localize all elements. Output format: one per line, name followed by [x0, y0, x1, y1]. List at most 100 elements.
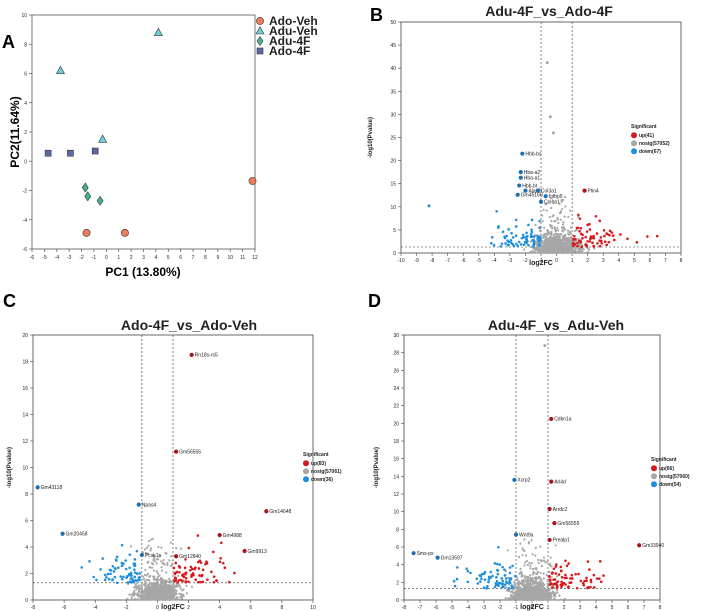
down-point: [508, 566, 512, 569]
nosig-point: [146, 578, 149, 582]
y-tick-label: 10: [393, 510, 399, 516]
nosig-point: [533, 595, 536, 598]
nosig-point: [185, 592, 188, 595]
up-point: [586, 240, 589, 243]
nosig-point: [165, 589, 168, 593]
x-tick-label: 6: [648, 258, 651, 264]
nosig-point: [519, 594, 522, 598]
plot-frame: [31, 14, 256, 250]
nosig-point: [556, 237, 559, 240]
nosig-point: [553, 238, 556, 241]
up-point: [568, 581, 571, 584]
legend-label: down(54): [659, 482, 681, 488]
nosig-point: [130, 596, 133, 599]
x-tick-label: 1: [571, 258, 574, 264]
y-tick-label: 0: [393, 251, 396, 257]
down-point: [495, 562, 499, 566]
x-tick-label: -2: [498, 605, 503, 611]
down-point: [88, 559, 91, 563]
panel-b-volcano-plot: B Adu-4F_vs_Ado-4F -10 -9 -8 -7 -6 -5 -4 -3 -2 -1…: [368, 3, 683, 267]
nosig-point: [571, 222, 574, 225]
nosig-point: [147, 544, 150, 547]
down-point: [101, 557, 105, 560]
nosig-point: [563, 228, 567, 231]
up-point: [635, 240, 639, 244]
nosig-point: [520, 572, 523, 576]
up-point: [210, 570, 213, 574]
up-point: [602, 574, 605, 577]
x-tick-label: 6: [249, 605, 252, 611]
nosig-point: [179, 547, 183, 550]
nosig-point: [148, 598, 151, 601]
down-point: [113, 575, 117, 579]
nosig-point: [562, 230, 565, 233]
up-point: [585, 579, 588, 583]
nosig-point: [564, 234, 567, 237]
nosig-point: [526, 590, 529, 593]
up-point: [178, 566, 182, 569]
up-point: [575, 226, 579, 230]
labeled-gene-point: [174, 554, 179, 559]
y-tick-label: 14: [22, 413, 28, 419]
down-point: [482, 586, 486, 590]
up-point: [199, 561, 203, 564]
nosig-point: [533, 586, 537, 589]
x-tick-label: 6: [627, 605, 630, 611]
nosig-point: [573, 229, 577, 233]
x-tick-label: 12: [252, 255, 258, 261]
nosig-point: [539, 233, 542, 236]
nosig-point: [544, 237, 547, 240]
nosig-point: [513, 597, 516, 600]
nosig-point: [550, 227, 554, 230]
nosig-point: [156, 577, 159, 580]
down-point: [456, 566, 459, 569]
nosig-point: [175, 589, 178, 592]
nosig-point: [535, 573, 538, 576]
down-point: [507, 582, 511, 585]
nosig-point: [537, 250, 540, 253]
up-point: [588, 568, 591, 571]
pca-point-adu-4f: [81, 182, 89, 193]
nosig-point: [550, 224, 553, 228]
x-axis-label: log2FC: [529, 260, 553, 267]
nosig-point: [530, 539, 533, 542]
y-tick-label: 4: [396, 563, 399, 569]
down-point: [465, 567, 468, 570]
y-tick-label: 6: [24, 72, 27, 78]
nosig-point: [160, 566, 163, 569]
nosig-point: [171, 559, 175, 562]
labeled-gene-point: [547, 506, 552, 512]
labeled-gene-point: [515, 192, 520, 197]
labeled-gene-point: [523, 188, 528, 193]
nosig-point: [148, 587, 151, 590]
nosig-point: [550, 576, 553, 579]
y-tick-label: 26: [393, 368, 399, 374]
nosig-point: [155, 570, 159, 573]
down-point: [128, 553, 132, 556]
up-point: [576, 244, 579, 248]
nosig-point: [555, 589, 559, 592]
nosig-point: [515, 576, 519, 579]
nosig-point: [537, 561, 540, 564]
down-point: [501, 230, 505, 234]
nosig-point: [543, 239, 547, 242]
legend-marker: [303, 460, 309, 467]
y-tick-label: 10: [22, 466, 28, 472]
nosig-point: [130, 598, 133, 601]
nosig-point: [552, 598, 555, 601]
nosig-point: [555, 235, 558, 238]
x-tick-label: 1: [117, 255, 120, 261]
y-tick-label: 16: [22, 386, 28, 392]
legend-label: nosig(57052): [639, 141, 670, 147]
x-tick-label: -4: [492, 258, 497, 264]
down-point: [126, 581, 130, 584]
nosig-point: [522, 595, 525, 599]
up-point: [605, 243, 608, 247]
nosig-point: [562, 234, 566, 237]
down-point: [517, 240, 521, 244]
extra-point: [548, 115, 552, 119]
nosig-point: [506, 549, 509, 552]
down-point: [538, 226, 542, 230]
y-tick-label: 24: [393, 386, 399, 392]
nosig-point: [531, 582, 534, 586]
